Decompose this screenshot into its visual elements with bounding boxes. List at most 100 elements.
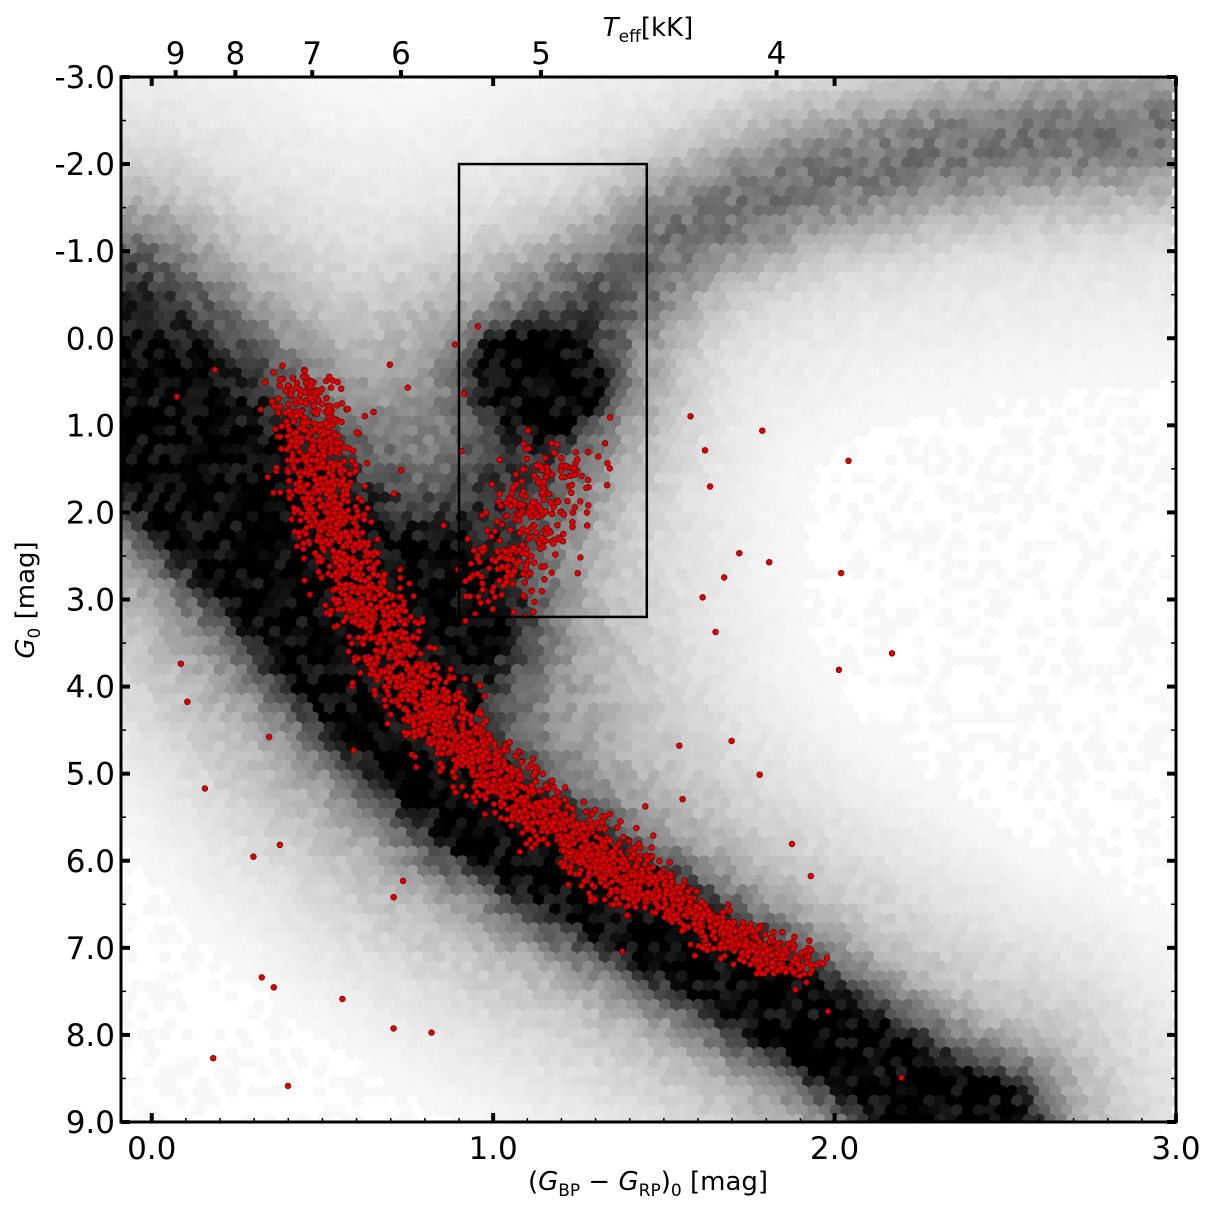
density-hexbin xyxy=(1148,376,1162,390)
density-hexbin xyxy=(241,80,254,93)
density-hexbin xyxy=(488,89,502,103)
density-hexbin xyxy=(912,405,925,419)
density-hexbin xyxy=(648,99,661,113)
density-hexbin xyxy=(923,463,936,476)
density-hexbin xyxy=(906,549,920,562)
density-hexbin xyxy=(560,80,573,93)
density-hexbin xyxy=(472,99,485,113)
density-hexbin xyxy=(499,89,513,103)
density-hexbin xyxy=(1137,89,1151,103)
density-hexbin xyxy=(714,80,727,93)
density-hexbin xyxy=(274,80,287,93)
density-hexbin xyxy=(813,80,826,93)
density-hexbin xyxy=(477,89,491,103)
density-hexbin xyxy=(1005,89,1019,103)
density-hexbin xyxy=(296,99,309,113)
density-hexbin xyxy=(252,80,265,93)
density-hexbin xyxy=(340,80,353,93)
density-hexbin xyxy=(1110,80,1123,93)
density-hexbin xyxy=(411,89,425,103)
density-hexbin xyxy=(692,80,705,93)
density-hexbin xyxy=(538,80,551,93)
density-hexbin xyxy=(422,89,436,103)
density-hexbin xyxy=(1115,491,1129,505)
density-hexbin xyxy=(279,89,293,103)
density-hexbin xyxy=(840,89,854,103)
density-hexbin xyxy=(851,472,865,486)
density-hexbin xyxy=(373,99,386,113)
density-hexbin xyxy=(587,89,601,103)
density-hexbin xyxy=(1143,443,1156,457)
density-hexbin xyxy=(1132,80,1145,93)
density-hexbin xyxy=(1033,539,1046,553)
density-hexbin xyxy=(879,539,892,553)
density-hexbin xyxy=(857,80,870,93)
density-hexbin xyxy=(1077,80,1090,93)
density-hexbin xyxy=(230,80,243,93)
density-hexbin xyxy=(307,80,320,93)
density-hexbin xyxy=(697,89,711,103)
density-hexbin xyxy=(356,89,370,103)
density-hexbin xyxy=(868,80,881,93)
density-hexbin xyxy=(967,577,980,591)
density-hexbin xyxy=(285,99,298,113)
density-hexbin xyxy=(895,530,909,543)
density-hexbin xyxy=(483,99,496,113)
density-hexbin xyxy=(329,99,342,113)
density-hexbin xyxy=(345,89,359,103)
density-hexbin xyxy=(851,568,865,581)
density-hexbin xyxy=(1132,424,1145,438)
density-hexbin xyxy=(923,539,936,553)
density-hexbin xyxy=(983,606,997,620)
density-hexbin xyxy=(818,453,832,467)
density-hexbin xyxy=(121,89,128,103)
density-hexbin xyxy=(851,89,865,103)
density-hexbin xyxy=(1027,89,1041,103)
density-hexbin xyxy=(939,491,953,505)
density-hexbin xyxy=(191,89,205,103)
density-hexbin xyxy=(1022,405,1035,419)
density-hexbin xyxy=(956,80,969,93)
density-hexbin xyxy=(307,99,320,113)
density-hexbin xyxy=(1159,568,1173,581)
density-hexbin xyxy=(1093,549,1107,562)
density-hexbin xyxy=(895,89,909,103)
density-hexbin xyxy=(516,80,529,93)
density-hexbin xyxy=(318,99,331,113)
density-hexbin xyxy=(1000,80,1013,93)
density-hexbin xyxy=(906,453,920,467)
density-hexbin xyxy=(653,89,667,103)
density-hexbin xyxy=(1011,443,1024,457)
density-hexbin xyxy=(873,415,887,428)
density-hexbin xyxy=(967,501,980,514)
density-hexbin xyxy=(290,89,304,103)
density-hexbin xyxy=(263,80,276,93)
density-hexbin xyxy=(873,89,887,103)
density-hexbin xyxy=(1121,80,1134,93)
density-hexbin xyxy=(1060,530,1074,543)
density-hexbin xyxy=(1082,472,1096,486)
density-hexbin xyxy=(1055,80,1068,93)
density-hexbin xyxy=(1126,396,1140,409)
density-hexbin xyxy=(681,80,694,93)
density-hexbin xyxy=(186,80,199,93)
density-hexbin xyxy=(791,80,804,93)
density-hexbin xyxy=(131,99,144,113)
density-hexbin xyxy=(1060,89,1074,103)
density-hexbin xyxy=(351,99,364,113)
density-hexbin xyxy=(857,424,870,438)
density-hexbin xyxy=(846,80,859,93)
density-hexbin xyxy=(956,463,969,476)
density-hexbin xyxy=(895,415,909,428)
density-hexbin xyxy=(989,80,1002,93)
density-hexbin xyxy=(554,89,568,103)
density-hexbin xyxy=(1143,501,1156,514)
density-hexbin xyxy=(659,80,672,93)
density-hexbin xyxy=(516,99,529,113)
density-hexbin xyxy=(780,80,793,93)
density-hexbin xyxy=(466,89,480,103)
density-hexbin xyxy=(824,501,837,514)
density-hexbin xyxy=(439,99,452,113)
density-hexbin xyxy=(862,491,876,505)
density-hexbin xyxy=(796,89,810,103)
